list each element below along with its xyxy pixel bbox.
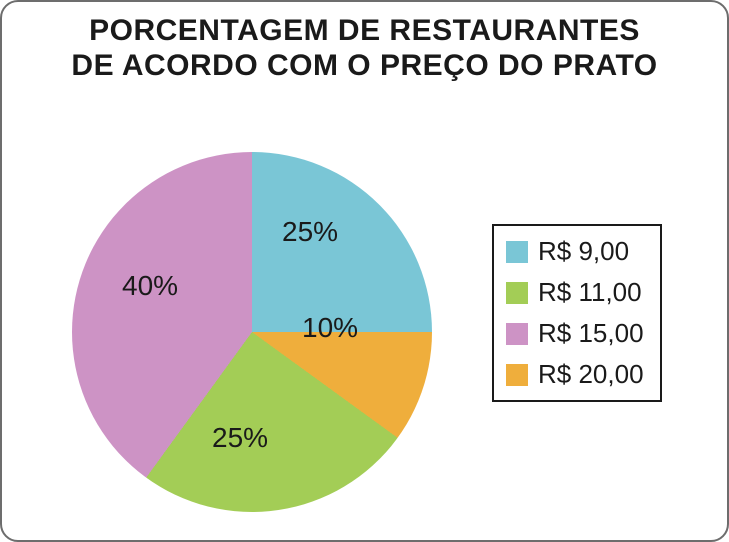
slice-label-2: 25% <box>212 422 268 454</box>
slice-label-0: 25% <box>282 216 338 248</box>
chart-title: PORCENTAGEM DE RESTAURANTES DE ACORDO CO… <box>2 14 727 83</box>
chart-frame: PORCENTAGEM DE RESTAURANTES DE ACORDO CO… <box>0 0 729 542</box>
legend-swatch-1 <box>506 282 528 304</box>
legend-label-3: R$ 20,00 <box>538 359 644 390</box>
legend-label-1: R$ 11,00 <box>538 277 642 308</box>
legend-row-0: R$ 9,00 <box>506 236 644 267</box>
legend-row-2: R$ 15,00 <box>506 318 644 349</box>
legend-label-2: R$ 15,00 <box>538 318 644 349</box>
pie-chart <box>72 152 432 512</box>
legend-row-3: R$ 20,00 <box>506 359 644 390</box>
slice-label-1: 10% <box>302 312 358 344</box>
legend-label-0: R$ 9,00 <box>538 236 629 267</box>
legend-box: R$ 9,00 R$ 11,00 R$ 15,00 R$ 20,00 <box>492 224 662 402</box>
slice-label-3: 40% <box>122 270 178 302</box>
legend-row-1: R$ 11,00 <box>506 277 644 308</box>
legend-swatch-0 <box>506 241 528 263</box>
legend-swatch-3 <box>506 364 528 386</box>
legend-swatch-2 <box>506 323 528 345</box>
